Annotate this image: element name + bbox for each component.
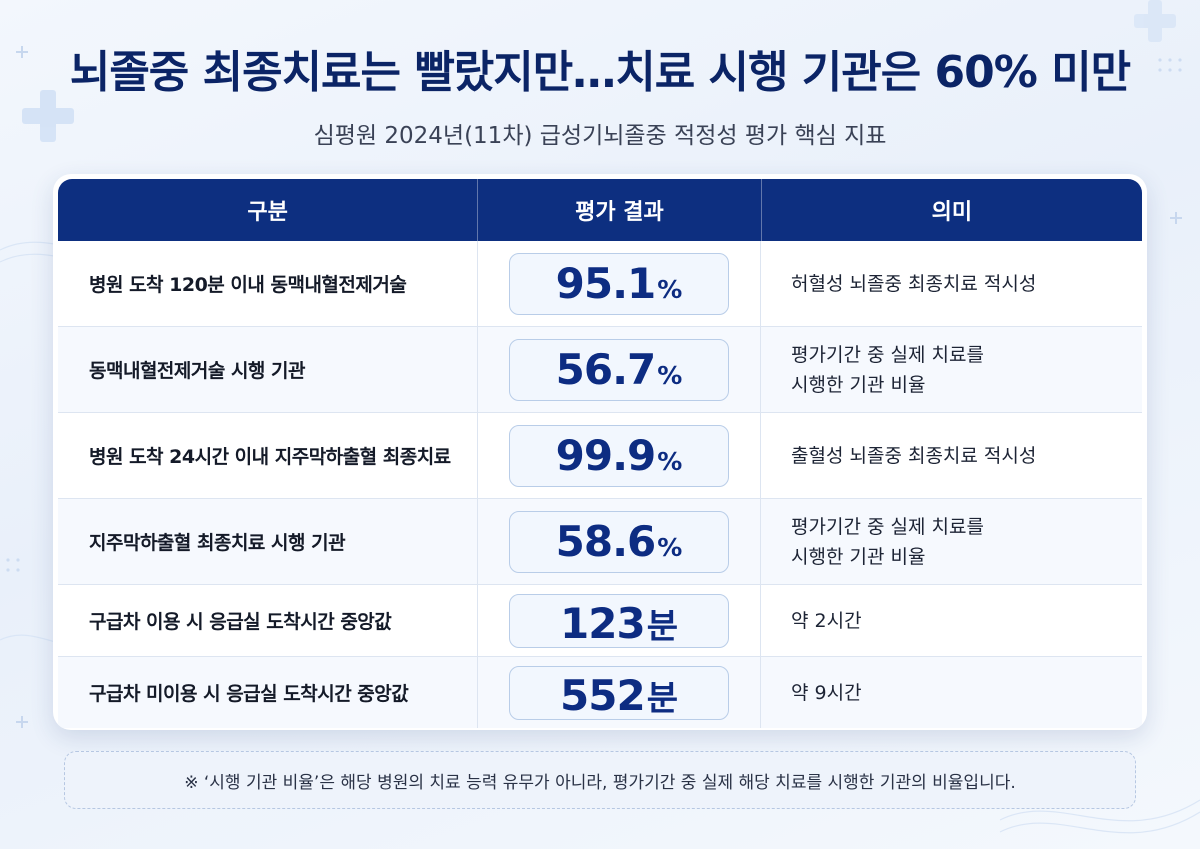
page-subtitle: 심평원 2024년(11차) 급성기뇌졸중 적정성 평가 핵심 지표 bbox=[313, 123, 887, 149]
table-row: 병원 도착 120분 이내 동맥내혈전제거술 95.1% 허혈성 뇌졸중 최종치… bbox=[58, 241, 1142, 327]
result-cell: 123 분 bbox=[478, 585, 761, 656]
result-value: 99.9 bbox=[555, 430, 657, 480]
meaning-line: 시행한 기관 비율 bbox=[791, 373, 926, 396]
meaning-cell: 출혈성 뇌졸중 최종치료 적시성 bbox=[761, 413, 1142, 498]
result-cell: 56.7% bbox=[478, 327, 761, 412]
column-header-category: 구분 bbox=[58, 179, 479, 241]
row-label: 병원 도착 24시간 이내 지주막하출혈 최종치료 bbox=[58, 413, 478, 498]
result-unit: % bbox=[657, 446, 683, 476]
result-unit: % bbox=[657, 532, 683, 562]
table-row: 동맥내혈전제거술 시행 기관 56.7% 평가기간 중 실제 치료를 시행한 기… bbox=[58, 327, 1142, 413]
column-header-meaning: 의미 bbox=[931, 200, 973, 225]
meaning-cell: 평가기간 중 실제 치료를 시행한 기관 비율 bbox=[761, 499, 1142, 584]
footnote: ※ ‘시행 기관 비율’은 해당 병원의 치료 능력 유무가 아니라, 평가기간… bbox=[64, 751, 1136, 809]
result-unit: 분 bbox=[646, 606, 678, 647]
meaning-line: 허혈성 뇌졸중 최종치료 적시성 bbox=[791, 272, 1037, 295]
row-label: 구급차 미이용 시 응급실 도착시간 중앙값 bbox=[58, 657, 478, 728]
result-pill: 95.1% bbox=[509, 252, 729, 315]
result-pill: 123 분 bbox=[509, 593, 729, 648]
page-title: 뇌졸중 최종치료는 빨랐지만…치료 시행 기관은 60% 미만 bbox=[69, 47, 1131, 98]
table-body: 병원 도착 120분 이내 동맥내혈전제거술 95.1% 허혈성 뇌졸중 최종치… bbox=[58, 241, 1142, 728]
result-pill: 58.6% bbox=[509, 510, 729, 573]
meaning-line: 약 2시간 bbox=[791, 609, 862, 632]
table-row: 병원 도착 24시간 이내 지주막하출혈 최종치료 99.9% 출혈성 뇌졸중 … bbox=[58, 413, 1142, 499]
result-unit: 분 bbox=[646, 678, 678, 719]
column-header-result: 평가 결과 bbox=[478, 179, 762, 241]
meaning-line: 약 9시간 bbox=[791, 681, 862, 704]
result-unit: % bbox=[657, 360, 683, 390]
result-cell: 552 분 bbox=[478, 657, 761, 728]
table-row: 구급차 미이용 시 응급실 도착시간 중앙값 552 분 약 9시간 bbox=[58, 657, 1142, 728]
result-value: 95.1 bbox=[555, 258, 657, 308]
table-header: 구분 평가 결과 의미 bbox=[58, 179, 1142, 241]
result-value: 123 bbox=[560, 598, 646, 648]
table-row: 구급차 이용 시 응급실 도착시간 중앙값 123 분 약 2시간 bbox=[58, 585, 1142, 657]
result-pill: 56.7% bbox=[509, 338, 729, 401]
result-pill: 99.9% bbox=[509, 424, 729, 487]
result-value: 56.7 bbox=[555, 344, 657, 394]
row-label: 구급차 이용 시 응급실 도착시간 중앙값 bbox=[58, 585, 478, 656]
meaning-line: 출혈성 뇌졸중 최종치료 적시성 bbox=[791, 444, 1037, 467]
result-pill: 552 분 bbox=[509, 665, 729, 720]
result-cell: 95.1% bbox=[478, 241, 761, 326]
row-label: 동맥내혈전제거술 시행 기관 bbox=[58, 327, 478, 412]
meaning-cell: 평가기간 중 실제 치료를 시행한 기관 비율 bbox=[761, 327, 1142, 412]
row-label: 병원 도착 120분 이내 동맥내혈전제거술 bbox=[58, 241, 478, 326]
row-label: 지주막하출혈 최종치료 시행 기관 bbox=[58, 499, 478, 584]
result-cell: 99.9% bbox=[478, 413, 761, 498]
indicator-table: 구분 평가 결과 의미 병원 도착 120분 이내 동맥내혈전제거술 95.1%… bbox=[53, 174, 1147, 730]
meaning-cell: 약 9시간 bbox=[761, 657, 1142, 728]
result-value: 552 bbox=[560, 670, 646, 720]
meaning-line: 시행한 기관 비율 bbox=[791, 545, 926, 568]
table-row: 지주막하출혈 최종치료 시행 기관 58.6% 평가기간 중 실제 치료를 시행… bbox=[58, 499, 1142, 585]
result-value: 58.6 bbox=[555, 516, 657, 566]
meaning-line: 평가기간 중 실제 치료를 bbox=[791, 515, 984, 538]
meaning-line: 평가기간 중 실제 치료를 bbox=[791, 343, 984, 366]
meaning-cell: 약 2시간 bbox=[761, 585, 1142, 656]
meaning-cell: 허혈성 뇌졸중 최종치료 적시성 bbox=[761, 241, 1142, 326]
result-cell: 58.6% bbox=[478, 499, 761, 584]
result-unit: % bbox=[657, 274, 683, 304]
